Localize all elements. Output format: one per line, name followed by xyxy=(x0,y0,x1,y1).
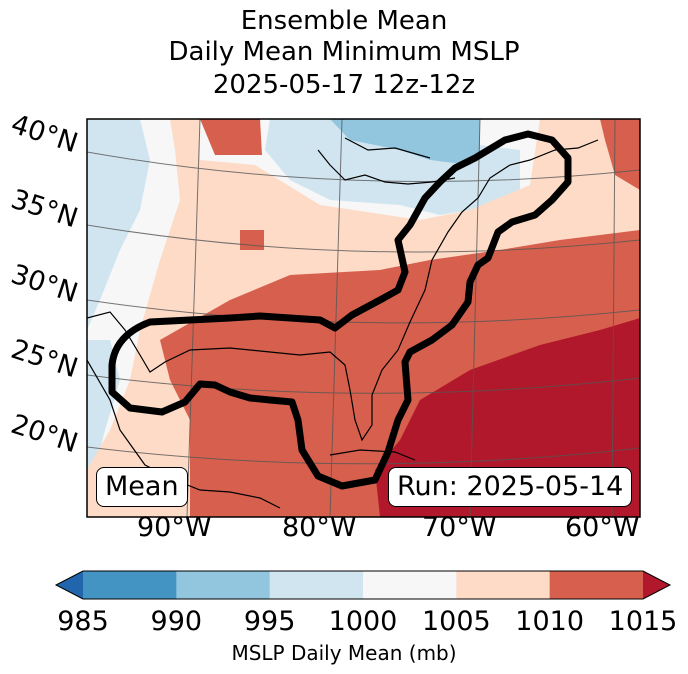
lon-label-90w: 90°W xyxy=(137,512,212,543)
colorbar-segment xyxy=(363,571,457,599)
colorbar-label: MSLP Daily Mean (mb) xyxy=(231,641,457,665)
colorbar-segment xyxy=(549,571,644,599)
colorbar-tick-label: 1005 xyxy=(421,606,491,637)
mean-box: Mean xyxy=(96,467,188,507)
title-line-3: 2025-05-17 12z-12z xyxy=(212,70,476,100)
colorbar-segment xyxy=(456,571,551,599)
colorbar-extend-high xyxy=(643,571,670,599)
map-frame xyxy=(86,118,641,518)
colorbar-tick-label: 1015 xyxy=(608,606,678,637)
colorbar-outline xyxy=(54,570,672,600)
colorbar-tick-label: 995 xyxy=(243,606,296,637)
lon-label-60w: 60°W xyxy=(565,512,640,543)
colorbar xyxy=(54,570,672,600)
colorbar-tick-label: 1010 xyxy=(515,606,585,637)
colorbar-segment xyxy=(176,571,271,599)
colorbar-segment xyxy=(269,571,364,599)
colorbar-segment xyxy=(83,571,177,599)
contour-outline xyxy=(108,130,572,490)
run-date-box: Run: 2025-05-14 xyxy=(388,467,633,507)
colorbar-extend-low xyxy=(56,571,83,599)
colorbar-tick-label: 1000 xyxy=(328,606,398,637)
colorbar-tick-label: 985 xyxy=(57,606,109,637)
lon-label-80w: 80°W xyxy=(282,512,357,543)
colorbar-tick-label: 990 xyxy=(150,606,203,637)
lon-label-70w: 70°W xyxy=(422,512,497,543)
pressure-field xyxy=(87,119,640,517)
title-line-2: Daily Mean Minimum MSLP xyxy=(168,37,520,67)
title-line-1: Ensemble Mean xyxy=(240,6,448,36)
